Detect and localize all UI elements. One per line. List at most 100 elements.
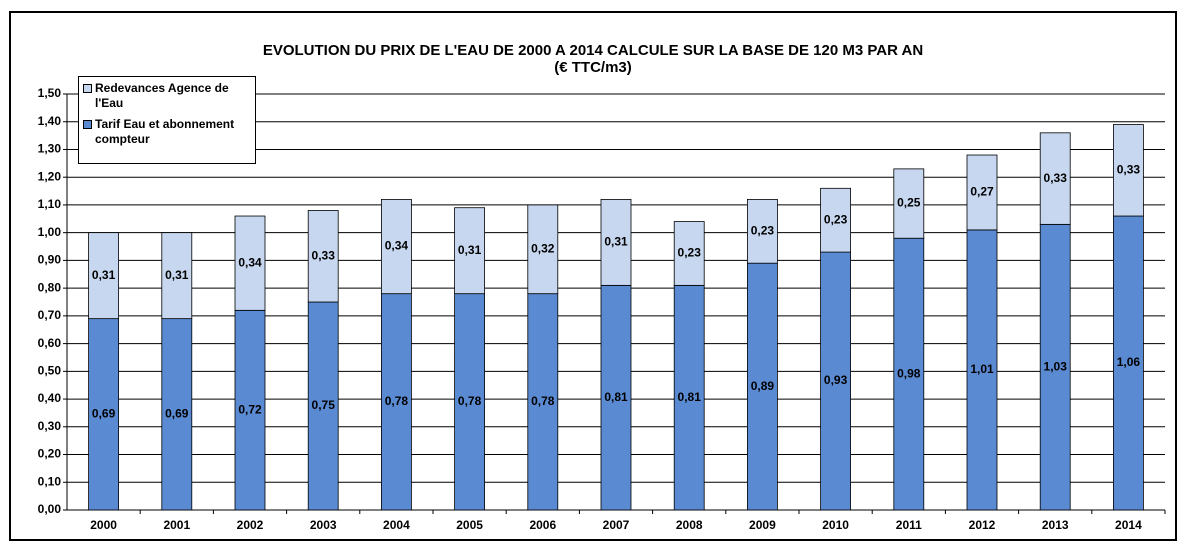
data-label: 0,78 bbox=[531, 394, 555, 408]
bar-segment bbox=[454, 293, 486, 511]
data-label: 0,81 bbox=[678, 390, 702, 404]
bar-segment bbox=[161, 232, 193, 320]
data-label: 0,23 bbox=[751, 223, 775, 237]
x-tick-label: 2011 bbox=[896, 518, 922, 532]
y-tick-label: 0,80 bbox=[38, 280, 62, 294]
bar-segment bbox=[380, 198, 412, 295]
data-label: 0,31 bbox=[604, 235, 628, 249]
y-tick-label: 0,60 bbox=[38, 336, 62, 350]
bar-segment bbox=[966, 154, 998, 231]
data-label: 0,25 bbox=[897, 196, 921, 210]
y-tick-label: 1,30 bbox=[38, 142, 62, 156]
data-label: 0,69 bbox=[165, 406, 189, 420]
bar-segment bbox=[380, 293, 412, 511]
x-tick-label: 2007 bbox=[603, 518, 630, 532]
y-tick-label: 1,40 bbox=[38, 114, 62, 128]
legend: Redevances Agence de l'Eau Tarif Eau et a… bbox=[78, 76, 256, 164]
bar-segment bbox=[234, 309, 266, 511]
x-tick-label: 2013 bbox=[1042, 518, 1069, 532]
bar-segment bbox=[88, 232, 119, 320]
data-label: 0,34 bbox=[238, 255, 262, 269]
bar-segment bbox=[88, 318, 119, 511]
y-tick-label: 0,90 bbox=[38, 253, 62, 267]
bar-segment bbox=[1113, 215, 1144, 511]
y-tick-label: 1,00 bbox=[38, 225, 62, 239]
y-tick-label: 0,20 bbox=[38, 447, 62, 461]
data-label: 0,98 bbox=[897, 366, 921, 380]
bar-segment bbox=[527, 293, 559, 511]
data-label: 0,27 bbox=[970, 185, 994, 199]
legend-label: Redevances Agence de l'Eau bbox=[95, 81, 229, 110]
bar-segment bbox=[234, 215, 266, 311]
y-tick-label: 0,00 bbox=[38, 502, 62, 516]
data-label: 0,33 bbox=[312, 248, 336, 262]
y-tick-label: 0,70 bbox=[38, 308, 62, 322]
legend-swatch bbox=[83, 120, 92, 129]
data-label: 1,03 bbox=[1044, 359, 1068, 373]
data-label: 0,31 bbox=[165, 268, 189, 282]
x-tick-label: 2000 bbox=[90, 518, 117, 532]
bar-segment bbox=[893, 237, 925, 511]
bar-segment bbox=[1113, 124, 1144, 217]
chart-title: EVOLUTION DU PRIX DE L'EAU DE 2000 A 201… bbox=[263, 42, 923, 59]
bar-segment bbox=[600, 198, 632, 286]
legend-item: Redevances Agence de l'Eau bbox=[83, 81, 251, 111]
bar-segment bbox=[673, 221, 705, 286]
data-label: 0,32 bbox=[531, 241, 555, 255]
y-tick-label: 0,40 bbox=[38, 391, 62, 405]
chart-subtitle: (€ TTC/m3) bbox=[554, 59, 632, 76]
data-label: 0,78 bbox=[458, 394, 482, 408]
data-label: 0,23 bbox=[678, 246, 702, 260]
data-label: 0,33 bbox=[1117, 162, 1141, 176]
bar-segment bbox=[747, 262, 778, 511]
legend-swatch bbox=[83, 84, 92, 93]
data-label: 0,72 bbox=[238, 402, 262, 416]
y-tick-label: 0,50 bbox=[38, 364, 62, 378]
x-tick-label: 2003 bbox=[310, 518, 337, 532]
y-tick-label: 1,10 bbox=[38, 197, 62, 211]
legend-label: Tarif Eau et abonnement compteur bbox=[95, 117, 235, 146]
x-tick-label: 2014 bbox=[1115, 518, 1142, 532]
data-label: 0,81 bbox=[604, 390, 628, 404]
data-label: 1,06 bbox=[1117, 355, 1141, 369]
data-label: 0,31 bbox=[458, 243, 482, 257]
data-label: 0,31 bbox=[92, 268, 116, 282]
bar-segment bbox=[527, 204, 559, 295]
bar-segment bbox=[747, 198, 778, 264]
bar-segment bbox=[307, 210, 339, 303]
y-tick-label: 1,20 bbox=[38, 169, 62, 183]
y-tick-label: 1,50 bbox=[38, 86, 62, 100]
x-tick-label: 2010 bbox=[822, 518, 849, 532]
y-tick-label: 0,10 bbox=[38, 474, 62, 488]
y-tick-label: 0,30 bbox=[38, 419, 62, 433]
data-label: 1,01 bbox=[970, 362, 994, 376]
data-label: 0,33 bbox=[1044, 171, 1068, 185]
bar-segment bbox=[1039, 223, 1071, 511]
x-tick-label: 2001 bbox=[163, 518, 190, 532]
bar-segment bbox=[966, 229, 998, 511]
x-tick-label: 2006 bbox=[529, 518, 556, 532]
bar-segment bbox=[673, 284, 705, 511]
data-label: 0,75 bbox=[312, 398, 336, 412]
bar-segment bbox=[820, 187, 851, 253]
bar-segment bbox=[1039, 132, 1071, 225]
data-label: 0,78 bbox=[385, 394, 409, 408]
bar-segment bbox=[893, 168, 925, 239]
data-label: 0,69 bbox=[92, 406, 116, 420]
x-tick-label: 2005 bbox=[456, 518, 483, 532]
x-tick-label: 2009 bbox=[749, 518, 776, 532]
data-label: 0,34 bbox=[385, 239, 409, 253]
bar-segment bbox=[161, 318, 193, 511]
data-label: 0,93 bbox=[824, 373, 848, 387]
x-tick-label: 2004 bbox=[383, 518, 410, 532]
x-tick-label: 2012 bbox=[969, 518, 996, 532]
bar-segment bbox=[454, 207, 486, 295]
x-tick-label: 2002 bbox=[237, 518, 264, 532]
bar-segment bbox=[307, 301, 339, 511]
data-label: 0,23 bbox=[824, 212, 848, 226]
legend-item: Tarif Eau et abonnement compteur bbox=[83, 117, 251, 147]
data-label: 0,89 bbox=[751, 379, 775, 393]
x-tick-label: 2008 bbox=[676, 518, 703, 532]
